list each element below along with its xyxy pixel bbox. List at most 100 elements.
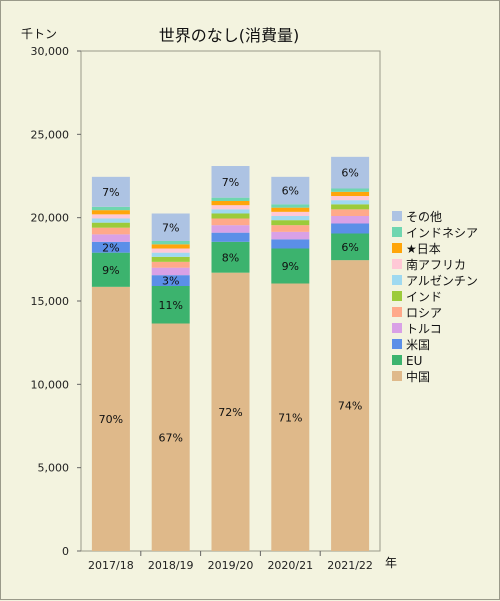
data-label: 7% — [162, 221, 179, 234]
data-label: 8% — [222, 251, 239, 264]
legend-label: ★日本 — [406, 242, 441, 256]
bar-segment — [211, 166, 250, 198]
legend-swatch — [392, 291, 402, 301]
legend-label: トルコ — [406, 322, 442, 336]
bar-segment — [331, 216, 370, 224]
data-label: 2% — [102, 241, 119, 254]
bar-segment — [331, 260, 370, 551]
bar-segment — [211, 213, 250, 219]
bar-segment — [271, 239, 310, 249]
y-tick-label: 0 — [62, 545, 69, 558]
bar-segment — [211, 205, 250, 210]
legend-swatch — [392, 355, 402, 365]
data-label: 67% — [158, 431, 182, 444]
data-label: 6% — [282, 185, 299, 198]
bar-segment — [331, 209, 370, 216]
y-tick-label: 10,000 — [31, 378, 70, 391]
data-label: 11% — [158, 299, 182, 312]
bar-segment — [151, 252, 190, 257]
data-label: 6% — [341, 167, 358, 180]
x-tick-label: 2017/18 — [88, 559, 134, 572]
bar-segment — [271, 283, 310, 551]
bar-segment — [151, 248, 190, 253]
x-tick-label: 2019/20 — [208, 559, 254, 572]
bar-segment — [91, 218, 130, 223]
bar-segment — [211, 201, 250, 206]
bar-segment — [91, 234, 130, 242]
legend-swatch — [392, 371, 402, 381]
bar-segment — [91, 214, 130, 219]
bar-segment — [211, 232, 250, 242]
legend-label: 中国 — [406, 369, 430, 384]
legend-swatch — [392, 259, 402, 269]
legend-swatch — [392, 211, 402, 221]
bar-segment — [331, 200, 370, 205]
bars: 70% 9% 2% 7% 67% 11% 3% 7% 72% 8% 7% 71% 9% 6% 74% 6% 6% — [91, 156, 370, 551]
legend-label: 南アフリカ — [406, 257, 466, 272]
data-label: 6% — [341, 241, 358, 254]
bar-segment — [211, 241, 250, 273]
bar-segment — [151, 286, 190, 324]
bar-segment — [331, 188, 370, 192]
data-label: 9% — [282, 260, 299, 273]
x-axis-unit-label: 年 — [385, 556, 397, 570]
y-axis-unit-label: 千トン — [21, 27, 57, 41]
legend-swatch — [392, 275, 402, 285]
y-tick-label: 25,000 — [31, 128, 70, 141]
x-tick-label: 2018/19 — [148, 559, 194, 572]
bar-segment — [151, 323, 190, 551]
bar-segment — [211, 272, 250, 551]
bar-segment — [331, 156, 370, 189]
bar-segment — [271, 204, 310, 208]
x-tick-label: 2020/21 — [267, 559, 313, 572]
bar-segment — [151, 275, 190, 286]
legend-swatch — [392, 307, 402, 317]
bar-segment — [271, 211, 310, 216]
legend-swatch — [392, 339, 402, 349]
bar-segment — [91, 206, 130, 211]
bar-segment — [91, 252, 130, 287]
x-tick-label: 2021/22 — [327, 559, 373, 572]
data-label: 3% — [162, 275, 179, 288]
bar-segment — [91, 241, 130, 253]
bar-segment — [331, 191, 370, 196]
bar-segment — [211, 197, 250, 201]
y-axis: 0 5,000 10,000 15,000 20,000 25,000 30,000 — [31, 45, 81, 558]
y-tick-label: 20,000 — [31, 212, 70, 225]
bar-segment — [151, 267, 190, 276]
bar-segment — [271, 216, 310, 221]
bar-segment — [271, 231, 310, 240]
bar-segment — [91, 222, 130, 228]
bar-segment — [331, 223, 370, 234]
legend-label: インドネシア — [406, 226, 478, 240]
bar-segment — [91, 286, 130, 551]
legend-label: インド — [406, 290, 442, 304]
bar-segment — [91, 210, 130, 215]
y-tick-label: 30,000 — [31, 45, 70, 58]
y-tick-label: 15,000 — [31, 295, 70, 308]
legend-label: その他 — [406, 210, 442, 224]
legend-swatch — [392, 243, 402, 253]
data-label: 71% — [278, 411, 302, 424]
bar-segment — [211, 225, 250, 233]
bar-segment — [331, 233, 370, 261]
data-label: 70% — [99, 413, 123, 426]
bar-segment — [211, 209, 250, 214]
bar-segment — [91, 176, 130, 207]
bar-segment — [151, 213, 190, 241]
bar-segment — [151, 256, 190, 262]
bar-segment — [271, 207, 310, 212]
legend-label: ロシア — [406, 306, 442, 320]
bar-segment — [271, 248, 310, 284]
bar-segment — [271, 225, 310, 232]
bar-segment — [211, 218, 250, 226]
legend-label: 米国 — [406, 338, 430, 352]
bar-segment — [91, 227, 130, 235]
data-label: 7% — [222, 176, 239, 189]
bar-segment — [271, 220, 310, 226]
bar-segment — [151, 244, 190, 249]
legend-label: EU — [406, 354, 422, 368]
bar-segment — [331, 196, 370, 201]
